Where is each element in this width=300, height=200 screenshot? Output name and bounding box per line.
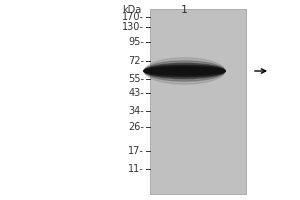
Ellipse shape <box>144 61 225 81</box>
Text: kDa: kDa <box>122 5 141 15</box>
Text: 72-: 72- <box>128 56 144 66</box>
Text: 26-: 26- <box>128 122 144 132</box>
Text: 1: 1 <box>181 5 188 15</box>
Text: 11-: 11- <box>128 164 144 174</box>
Ellipse shape <box>144 67 225 75</box>
Ellipse shape <box>144 68 225 74</box>
Bar <box>150 9 246 194</box>
Text: 130-: 130- <box>122 22 144 32</box>
Text: 34-: 34- <box>128 106 144 116</box>
Ellipse shape <box>144 58 225 84</box>
Text: 95-: 95- <box>128 37 144 47</box>
Text: 170-: 170- <box>122 12 144 22</box>
Text: 55-: 55- <box>128 74 144 84</box>
Ellipse shape <box>144 65 225 77</box>
Text: 17-: 17- <box>128 146 144 156</box>
Ellipse shape <box>144 63 225 79</box>
Text: 43-: 43- <box>128 88 144 98</box>
